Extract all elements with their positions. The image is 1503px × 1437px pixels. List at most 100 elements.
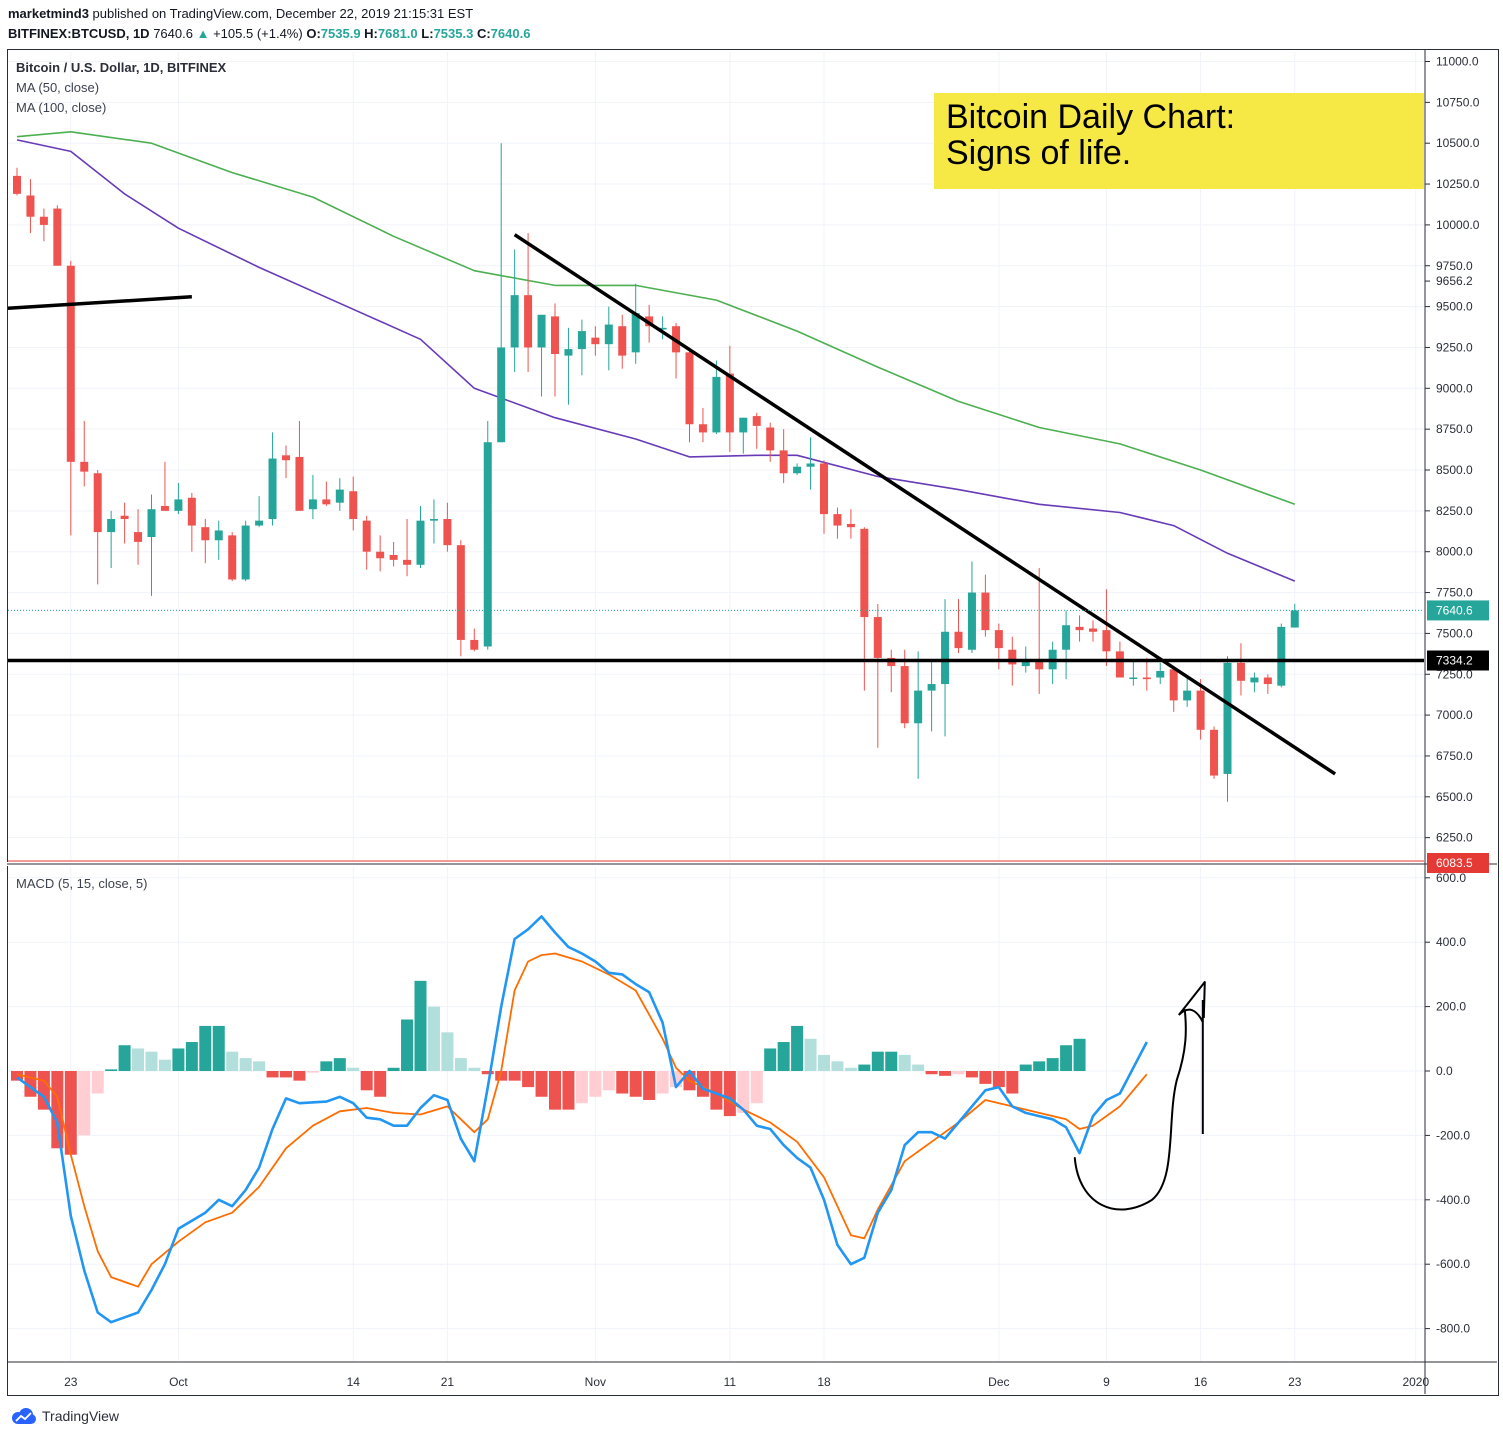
candle[interactable]	[1129, 677, 1138, 680]
legend-ma50[interactable]: MA (50, close)	[16, 80, 100, 95]
macd-histogram-bar[interactable]	[764, 1048, 777, 1071]
candle[interactable]	[429, 519, 438, 521]
macd-histogram-bar[interactable]	[118, 1045, 131, 1071]
candle[interactable]	[564, 349, 573, 356]
candle[interactable]	[1196, 690, 1205, 730]
candle[interactable]	[1169, 669, 1178, 701]
candle[interactable]	[779, 450, 788, 474]
macd-histogram-bar[interactable]	[844, 1067, 857, 1071]
candle[interactable]	[295, 456, 304, 511]
candle[interactable]	[322, 499, 331, 505]
candle[interactable]	[873, 617, 882, 658]
candle[interactable]	[766, 427, 775, 451]
macd-histogram-bar[interactable]	[414, 980, 427, 1071]
candle[interactable]	[201, 527, 210, 541]
candle[interactable]	[793, 466, 802, 474]
macd-histogram-bar[interactable]	[737, 1071, 750, 1113]
macd-histogram-bar[interactable]	[831, 1061, 844, 1071]
macd-histogram-bar[interactable]	[602, 1071, 615, 1091]
macd-histogram-bar[interactable]	[1033, 1061, 1046, 1071]
macd-histogram-bar[interactable]	[239, 1058, 252, 1071]
candle[interactable]	[255, 520, 264, 526]
macd-histogram-bar[interactable]	[441, 1032, 454, 1071]
legend-ma100[interactable]: MA (100, close)	[16, 100, 107, 115]
legend-macd[interactable]: MACD (5, 15, close, 5)	[16, 876, 148, 891]
candle[interactable]	[1236, 662, 1245, 681]
candle[interactable]	[1250, 677, 1259, 683]
candle[interactable]	[1102, 630, 1111, 652]
candle[interactable]	[510, 295, 519, 348]
candle[interactable]	[685, 352, 694, 425]
macd-histogram-bar[interactable]	[522, 1071, 535, 1088]
candle[interactable]	[470, 639, 479, 650]
macd-histogram-bar[interactable]	[427, 1006, 440, 1071]
candle[interactable]	[228, 535, 237, 580]
macd-histogram-bar[interactable]	[158, 1059, 171, 1071]
candle[interactable]	[362, 520, 371, 552]
macd-histogram-bar[interactable]	[643, 1071, 656, 1100]
candle[interactable]	[752, 416, 761, 426]
macd-histogram-bar[interactable]	[51, 1071, 64, 1149]
macd-histogram-bar[interactable]	[172, 1048, 185, 1071]
candle[interactable]	[524, 295, 533, 348]
macd-histogram-bar[interactable]	[347, 1067, 360, 1071]
candle[interactable]	[1062, 625, 1071, 650]
axis-price-tag[interactable]	[1427, 853, 1489, 873]
macd-histogram-bar[interactable]	[885, 1051, 898, 1071]
hand-drawn-curve[interactable]	[1073, 1009, 1187, 1211]
macd-histogram-bar[interactable]	[374, 1071, 387, 1097]
macd-histogram-bar[interactable]	[11, 1071, 23, 1081]
candle[interactable]	[1075, 626, 1084, 631]
macd-histogram-bar[interactable]	[925, 1071, 938, 1075]
candle[interactable]	[1223, 662, 1232, 774]
candle[interactable]	[53, 208, 62, 266]
candle[interactable]	[1008, 649, 1017, 665]
macd-histogram-bar[interactable]	[306, 1071, 319, 1073]
candle[interactable]	[537, 314, 546, 348]
candle[interactable]	[1210, 729, 1219, 776]
candle[interactable]	[80, 461, 89, 472]
trendline-left[interactable]	[7, 295, 192, 310]
candle[interactable]	[241, 525, 250, 580]
macd-histogram-bar[interactable]	[791, 1025, 804, 1071]
candle[interactable]	[967, 592, 976, 650]
macd-histogram-bar[interactable]	[64, 1071, 77, 1155]
macd-histogram-bar[interactable]	[575, 1071, 588, 1104]
macd-histogram-bar[interactable]	[589, 1071, 602, 1097]
macd-histogram-bar[interactable]	[710, 1071, 723, 1110]
macd-histogram-bar[interactable]	[979, 1071, 992, 1084]
macd-histogram-bar[interactable]	[293, 1071, 306, 1081]
candle[interactable]	[1089, 628, 1097, 632]
macd-histogram-bar[interactable]	[871, 1051, 884, 1071]
candle[interactable]	[456, 545, 465, 640]
macd-histogram-bar[interactable]	[898, 1054, 911, 1071]
macd-signal-line[interactable]	[16, 952, 1148, 1288]
candle[interactable]	[941, 631, 950, 685]
macd-histogram-bar[interactable]	[185, 1042, 198, 1071]
candle[interactable]	[66, 265, 75, 462]
macd-histogram-bar[interactable]	[360, 1071, 373, 1091]
candle[interactable]	[820, 463, 828, 515]
macd-histogram-bar[interactable]	[481, 1071, 494, 1075]
candle[interactable]	[1021, 659, 1030, 667]
candle[interactable]	[187, 497, 196, 526]
macd-histogram-bar[interactable]	[1019, 1064, 1032, 1071]
macd-histogram-bar[interactable]	[212, 1025, 225, 1071]
macd-histogram-bar[interactable]	[78, 1071, 91, 1136]
candle[interactable]	[214, 530, 223, 541]
candle[interactable]	[981, 592, 990, 631]
axis-price-tag[interactable]	[1427, 650, 1489, 671]
candle[interactable]	[389, 554, 398, 560]
candle[interactable]	[846, 523, 855, 528]
macd-histogram-bar[interactable]	[199, 1025, 212, 1071]
candle[interactable]	[335, 489, 344, 503]
macd-histogram-bar[interactable]	[454, 1058, 467, 1071]
candle[interactable]	[994, 630, 1003, 649]
tradingview-logo[interactable]: TradingView	[8, 1406, 119, 1426]
candle[interactable]	[739, 417, 748, 433]
candle[interactable]	[1263, 677, 1272, 685]
macd-histogram-bar[interactable]	[333, 1058, 346, 1071]
candle[interactable]	[914, 690, 923, 724]
macd-histogram-bar[interactable]	[858, 1064, 871, 1071]
candle[interactable]	[147, 509, 156, 537]
